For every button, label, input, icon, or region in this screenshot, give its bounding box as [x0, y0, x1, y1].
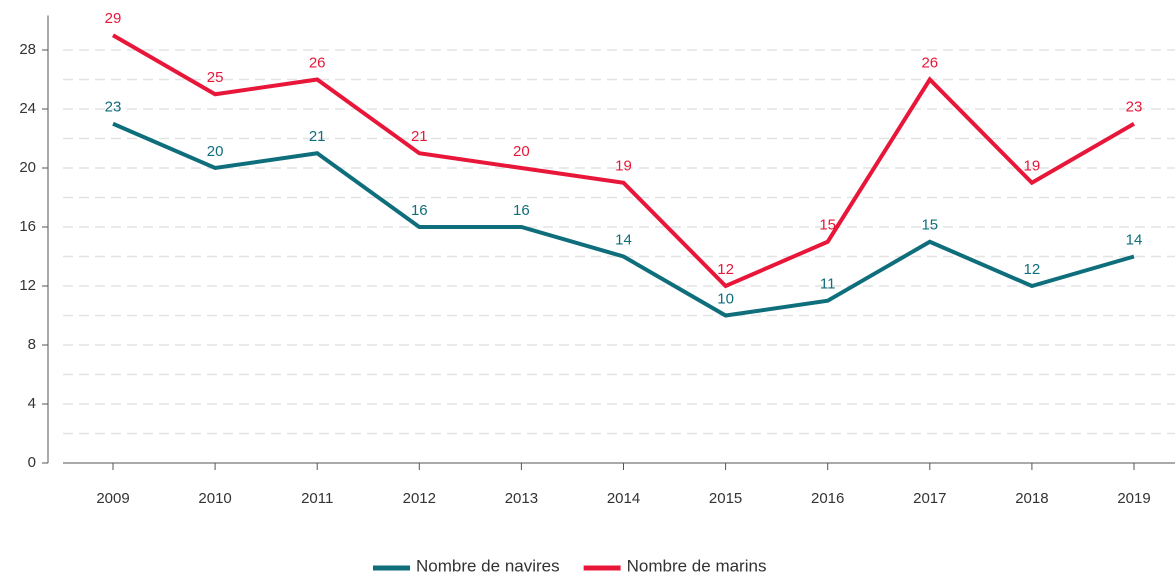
y-tick-label: 28: [19, 41, 36, 58]
data-label: 11: [820, 276, 836, 293]
data-label: 14: [615, 231, 632, 248]
x-tick-label: 2017: [913, 490, 946, 507]
data-label: 15: [819, 217, 836, 234]
y-tick-label: 20: [19, 159, 36, 176]
data-label: 26: [309, 54, 326, 71]
data-label: 25: [207, 69, 224, 86]
x-tick-label: 2014: [607, 490, 640, 507]
x-tick-label: 2009: [96, 490, 129, 507]
data-label: 19: [615, 158, 632, 175]
x-tick-label: 2012: [403, 490, 436, 507]
data-label: 23: [105, 99, 122, 116]
x-tick-label: 2015: [709, 490, 742, 507]
y-tick-label: 8: [28, 336, 36, 353]
y-tick-label: 16: [19, 218, 36, 235]
data-label: 23: [1126, 99, 1143, 116]
x-tick-label: 2019: [1117, 490, 1150, 507]
legend-label: Nombre de marins: [627, 556, 767, 575]
legend-label: Nombre de navires: [416, 556, 560, 575]
data-label: 29: [105, 10, 122, 27]
y-tick-label: 4: [28, 395, 36, 412]
data-label: 26: [921, 54, 938, 71]
y-tick-label: 12: [19, 277, 36, 294]
x-tick-label: 2018: [1015, 490, 1048, 507]
data-label: 21: [309, 128, 326, 145]
x-tick-label: 2011: [301, 490, 333, 507]
data-label: 21: [411, 128, 428, 145]
line: [112, 121, 1135, 318]
data-label: 16: [513, 202, 530, 219]
data-label: 16: [411, 202, 428, 219]
data-label: 15: [921, 217, 938, 234]
data-label: 19: [1024, 158, 1041, 175]
x-tick-label: 2013: [505, 490, 538, 507]
data-label: 12: [1024, 261, 1041, 278]
data-label: 20: [513, 143, 530, 160]
data-label: 20: [207, 143, 224, 160]
data-label: 12: [717, 261, 734, 278]
data-label: 14: [1126, 231, 1143, 248]
x-tick-label: 2016: [811, 490, 844, 507]
data-label: 10: [717, 290, 734, 307]
line: [111, 33, 1136, 289]
y-tick-label: 24: [19, 100, 36, 117]
x-tick-label: 2010: [198, 490, 231, 507]
y-tick-label: 0: [28, 454, 36, 471]
